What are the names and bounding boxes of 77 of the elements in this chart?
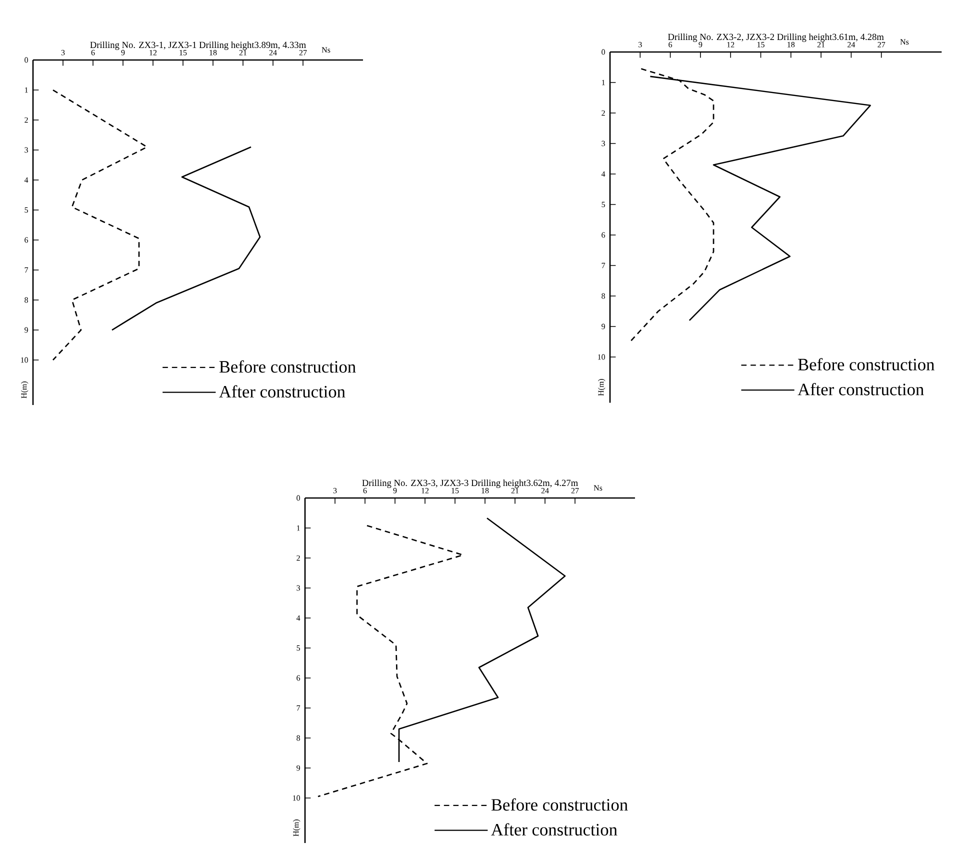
y-axis-title: H(m) [598,379,606,396]
x-tick-label: 27 [878,42,886,48]
y-tick-label: 1 [602,80,605,86]
legend-label: After construction [491,823,618,836]
x-tick-label: 15 [452,488,459,494]
chart-title: Drilling No. ZX3-3, JZX3-3 Drilling height3.62m, 4.27m [362,479,578,488]
x-tick-label: 21 [239,50,247,56]
y-tick-label: 7 [24,267,28,273]
legend-label: After construction [219,385,346,398]
y-tick-label: 10 [21,357,28,363]
x-tick-label: 24 [269,50,277,56]
x-tick-label: 15 [757,42,764,48]
x-tick-label: 12 [150,50,157,56]
x-tick-label: 27 [299,50,307,56]
y-tick-label: 0 [24,57,28,63]
legend-label: After construction [798,382,924,396]
x-tick-label: 9 [393,488,397,494]
x-tick-label: 15 [180,50,187,56]
y-tick-label: 4 [296,615,300,621]
x-tick-label: 21 [511,488,519,494]
y-tick-label: 1 [297,525,300,531]
y-tick-label: 9 [24,327,28,333]
y-tick-label: 4 [24,177,28,183]
y-tick-label: 5 [602,202,605,208]
x-axis-title: Ns [322,47,330,53]
legend-label: Before construction [219,360,356,373]
y-tick-label: 3 [602,140,605,146]
y-tick-label: 5 [24,207,28,213]
y-tick-label: 2 [296,555,300,561]
x-tick-label: 3 [333,488,337,494]
x-tick-label: 6 [91,50,95,56]
x-axis-title: Ns [594,485,602,491]
y-tick-label: 8 [24,297,28,303]
chart-title: Drilling No. ZX3-1, JZX3-1 Drilling height3.89m, 4.33m [90,41,306,50]
legend-label: Before construction [798,358,934,370]
line-series [111,146,261,331]
y-tick-label: 3 [24,147,28,153]
y-tick-label: 6 [24,237,28,243]
y-tick-label: 8 [602,293,605,299]
y-axis-title: H(m) [21,382,28,398]
x-tick-label: 21 [817,42,825,48]
y-tick-label: 5 [296,645,300,651]
y-tick-label: 0 [602,49,605,55]
y-tick-label: 10 [598,354,605,360]
y-tick-label: 3 [296,585,300,591]
x-tick-label: 12 [727,42,734,48]
y-tick-label: 7 [296,705,300,711]
y-tick-label: 0 [296,495,300,501]
x-tick-label: 3 [61,50,65,56]
x-tick-label: 18 [482,488,489,494]
y-tick-label: 4 [601,171,606,177]
x-tick-label: 18 [788,42,795,48]
y-tick-label: 10 [293,795,300,801]
x-tick-label: 6 [363,488,367,494]
y-tick-label: 8 [296,735,300,741]
x-tick-label: 12 [422,488,429,494]
y-tick-label: 9 [296,765,300,771]
x-tick-label: 24 [848,42,856,48]
x-tick-label: 3 [638,42,642,48]
chart-title: Drilling No. ZX3-2, JZX3-2 Drilling height3.61m, 4.28m [668,33,884,42]
y-tick-label: 6 [602,232,606,238]
line-series [52,89,148,361]
x-tick-label: 9 [698,42,702,48]
y-tick-label: 2 [24,117,28,123]
x-tick-label: 6 [668,42,672,48]
y-tick-label: 6 [296,675,300,681]
x-tick-label: 24 [541,488,549,494]
legend-label: Before construction [491,798,628,811]
y-axis-title: H(m) [293,820,300,836]
y-tick-label: 2 [602,110,605,116]
x-tick-label: 9 [121,50,125,56]
y-tick-label: 1 [25,87,28,93]
x-tick-label: 18 [210,50,217,56]
x-axis-title: Ns [900,39,909,45]
x-tick-label: 27 [571,488,579,494]
y-tick-label: 9 [602,324,605,330]
y-tick-label: 7 [602,262,606,268]
